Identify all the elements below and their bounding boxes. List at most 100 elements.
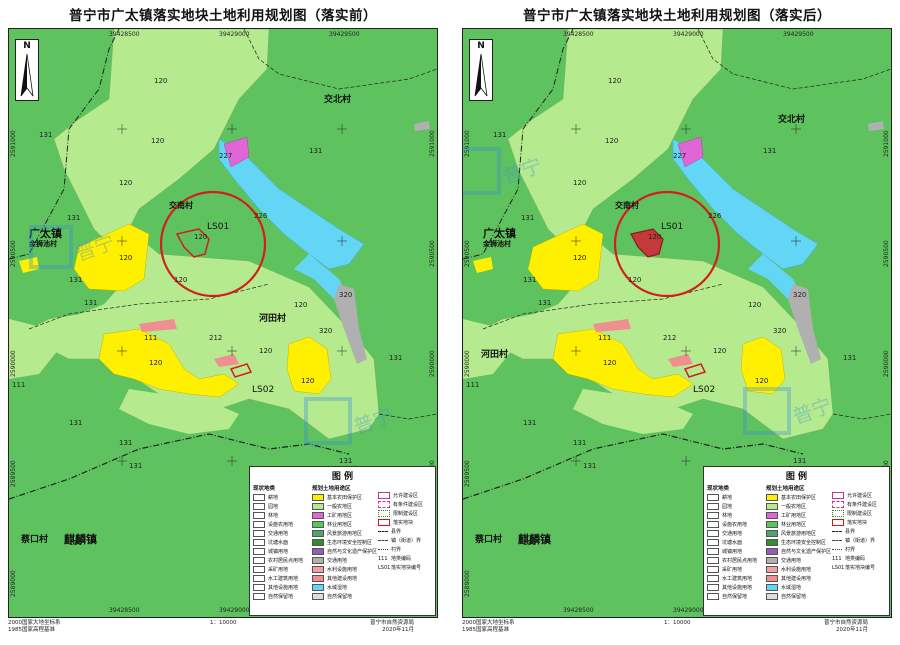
county-boundary [463,29,574,260]
legend-row: 交通用地 [253,529,303,538]
legend-row: 其他建设用地 [766,574,831,583]
land-code: 120 [194,233,208,241]
legend-row: 其他建设用地 [312,574,377,583]
place-hetian: 河田村 [259,314,287,324]
tick-left-1: 2591000 [10,130,17,157]
land-code: 212 [663,334,677,342]
basic-farm-south [552,328,694,398]
legend-row: 允许建设区 [832,491,877,500]
footer-left: 2000国家大地坐标系 1985国家高程基准 [462,620,515,633]
legend-row: 自然保留地 [253,592,303,601]
legend-row: 生态环境安全控制区 [766,538,831,547]
grid-crosses [571,124,801,466]
land-code: 226 [708,212,722,220]
tick-right-1: 2591000 [883,130,890,157]
land-code: 131 [84,299,98,307]
farmland-west [9,319,59,379]
land-code: 120 [154,77,168,85]
land-code: 320 [773,327,787,335]
tick-top-2: 39429000 [673,31,704,38]
land-code: 120 [119,179,133,187]
legend-row: 一般农地区 [312,502,377,511]
village-boundary-3 [832,413,891,420]
basic-farm-small [19,257,39,273]
plot-label-ls01: LS01 [661,222,684,232]
land-code: 320 [793,291,807,299]
land-code: 131 [69,276,83,284]
north-arrow-icon [20,53,34,97]
legend-title: 图 例 [331,472,354,482]
north-arrow: N [15,39,39,101]
basic-farm-south [98,328,240,398]
basic-farm-west [73,223,150,292]
map-frame: 39428500 39429000 39429500 39428500 3942… [462,28,892,618]
land-code: 120 [648,233,662,241]
water-body [218,138,365,270]
land-code: 131 [493,131,507,139]
legend-symbols: 允许建设区 有条件建设区 限制建设区 落实地块 县界 镇（街道）界 村界 111… [378,484,423,572]
land-code: 120 [149,359,163,367]
legend-row: 111 地类编码 [378,555,412,563]
map-title: 普宁市广太镇落实地块土地利用规划图（落实后） [523,8,831,24]
footer-right: 普宁市自然资源局 2020年11月 [824,620,869,633]
map-panel-before: 普宁市广太镇落实地块土地利用规划图（落实前） [0,0,446,645]
tick-right-1: 2591000 [429,130,436,157]
land-code: 131 [339,457,353,465]
map-frame: 39428500 39429000 39429500 39428500 3942… [8,28,438,618]
land-code: 120 [151,137,165,145]
land-code: 131 [843,354,857,362]
footer-left: 2000国家大地坐标系 1985国家高程基准 [8,620,61,633]
tick-top-3: 39429500 [329,31,360,38]
legend-row: 自然保留地 [312,592,377,601]
map-canvas [9,29,437,500]
legend: 图 例 现状地类 耕地 园地 林地 设施农用地 交通用地 坑塘水面 城镇用地 农… [249,466,436,616]
tick-left-5: 2589000 [464,570,471,597]
county-boundary [9,29,120,260]
land-code: 120 [605,137,619,145]
legend-row: 自然保留地 [766,592,831,601]
road-small [414,121,430,131]
place-jinshichi: 金狮池村 [483,239,511,248]
tick-bottom-1: 39428500 [563,607,594,614]
legend-row: 村界 [378,545,423,554]
land-code: 131 [69,539,83,547]
mining-area [677,136,704,168]
tick-left-1: 2591000 [464,130,471,157]
legend-row: 111 地类编码 [832,555,866,563]
map-panel-after: 普宁市广太镇落实地块土地利用规划图（落实后） [454,0,900,645]
map-title: 普宁市广太镇落实地块土地利用规划图（落实前） [69,8,377,24]
plot-label-ls01: LS01 [207,222,230,232]
north-arrow: N [469,39,493,101]
water-channel [748,254,803,299]
tick-right-2: 2590500 [429,240,436,267]
legend-row: 设施农用地 [253,520,303,529]
land-code: 131 [763,147,777,155]
legend-row: 落实地块 [378,518,423,527]
tick-bottom-2: 39429000 [673,607,704,614]
legend-row: 林业用地区 [766,520,831,529]
tick-left-5: 2589000 [10,570,17,597]
tick-bottom-1: 39428500 [109,607,140,614]
land-code: 111 [144,334,158,342]
plot-ls01 [630,228,664,258]
plot-label-ls02: LS02 [252,385,275,395]
farmland-south [119,389,239,434]
farmland-west [463,319,513,379]
land-code: 131 [129,462,143,470]
plot-ls01 [175,228,210,258]
legend-plan-title: 规划土地用途区 [312,486,351,492]
place-jiaobei: 交北村 [324,95,352,105]
land-code: 120 [259,347,273,355]
legend-row: 其他设施用地 [253,583,303,592]
land-code: 120 [608,77,622,85]
basic-farm-east [286,336,332,395]
place-guangtai: 广太镇 [29,227,62,240]
tick-left-3: 2590000 [10,350,17,377]
town-boundary [9,433,350,500]
land-code: 131 [69,419,83,427]
legend-row: 采矿用地 [253,565,303,574]
legend-plan-title: 规划土地用途区 [766,486,805,492]
mining-area [223,136,250,168]
legend-row: 园地 [707,502,757,511]
tick-top-1: 39428500 [109,31,140,38]
